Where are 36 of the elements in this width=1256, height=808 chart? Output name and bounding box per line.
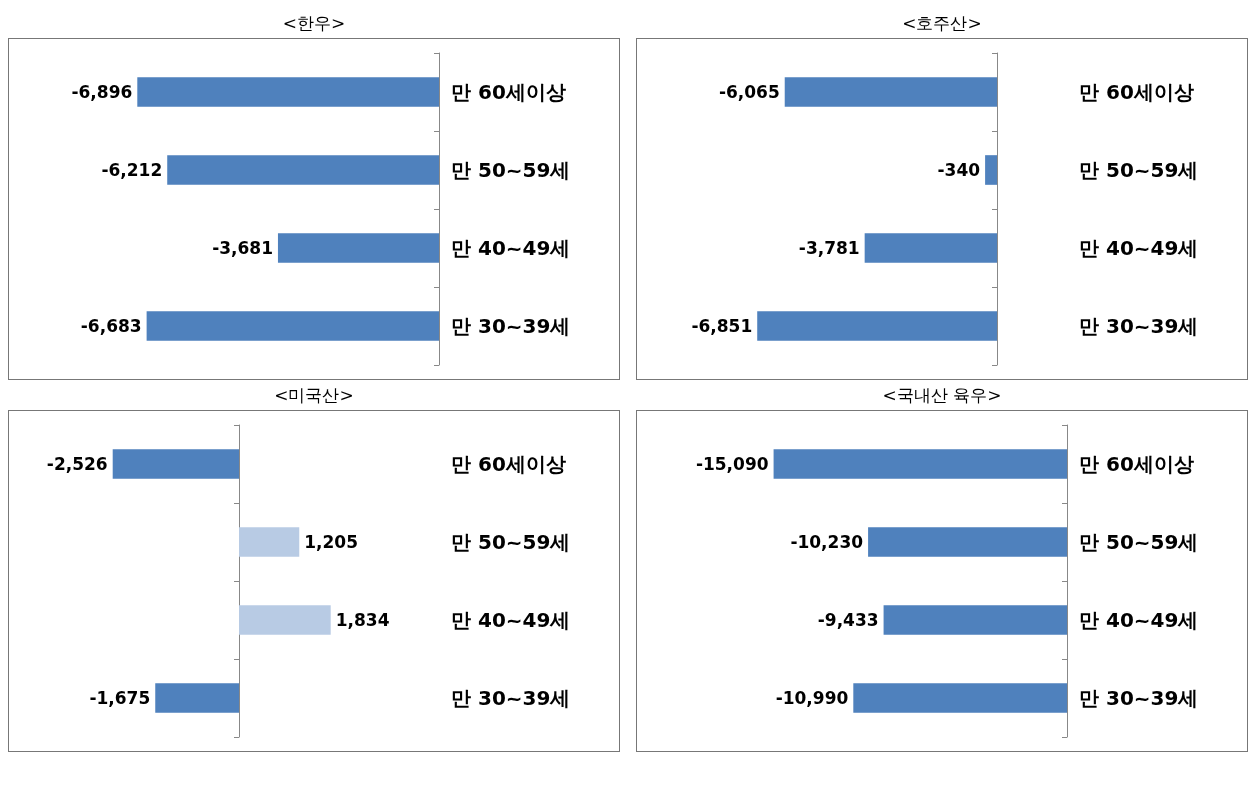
data-label: -340 bbox=[937, 160, 981, 180]
y-tick-label: 만 50~59세 bbox=[451, 158, 571, 182]
data-label: 1,205 bbox=[304, 532, 359, 552]
data-label: 1,834 bbox=[335, 610, 390, 630]
y-tick-label: 만 50~59세 bbox=[451, 530, 571, 554]
data-label: -3,781 bbox=[798, 238, 860, 258]
y-tick-label: 만 40~49세 bbox=[451, 608, 571, 632]
data-label: -2,526 bbox=[46, 454, 108, 474]
y-tick-label: 만 40~49세 bbox=[1079, 236, 1199, 260]
y-tick-label: 만 60세이상 bbox=[1079, 80, 1194, 104]
data-label: -6,212 bbox=[101, 160, 163, 180]
y-tick-label: 만 60세이상 bbox=[1079, 452, 1194, 476]
chart-title: <한우> bbox=[281, 12, 347, 35]
y-tick-label: 만 30~39세 bbox=[1079, 314, 1199, 338]
y-tick-label: 만 40~49세 bbox=[1079, 608, 1199, 632]
data-label: -10,230 bbox=[790, 532, 864, 552]
y-tick-label: 만 60세이상 bbox=[451, 452, 566, 476]
data-label: -6,065 bbox=[718, 82, 780, 102]
data-label: -6,683 bbox=[80, 316, 142, 336]
y-tick-label: 만 50~59세 bbox=[1079, 158, 1199, 182]
data-label: -9,433 bbox=[817, 610, 879, 630]
y-tick-label: 만 50~59세 bbox=[1079, 530, 1199, 554]
y-tick-label: 만 30~39세 bbox=[451, 314, 571, 338]
y-tick-label: 만 30~39세 bbox=[1079, 686, 1199, 710]
y-tick-label: 만 40~49세 bbox=[451, 236, 571, 260]
chart-title: <국내산 육우> bbox=[881, 384, 1003, 407]
data-label: -1,675 bbox=[89, 688, 151, 708]
y-tick-label: 만 30~39세 bbox=[451, 686, 571, 710]
chart-title: <미국산> bbox=[273, 384, 355, 407]
data-label: -3,681 bbox=[212, 238, 273, 258]
data-label: -6,851 bbox=[691, 316, 753, 336]
data-label: -6,896 bbox=[71, 82, 133, 102]
data-label: -10,990 bbox=[775, 688, 849, 708]
chart-title: <호주산> bbox=[901, 12, 983, 35]
data-label: -15,090 bbox=[695, 454, 769, 474]
y-tick-label: 만 60세이상 bbox=[451, 80, 566, 104]
